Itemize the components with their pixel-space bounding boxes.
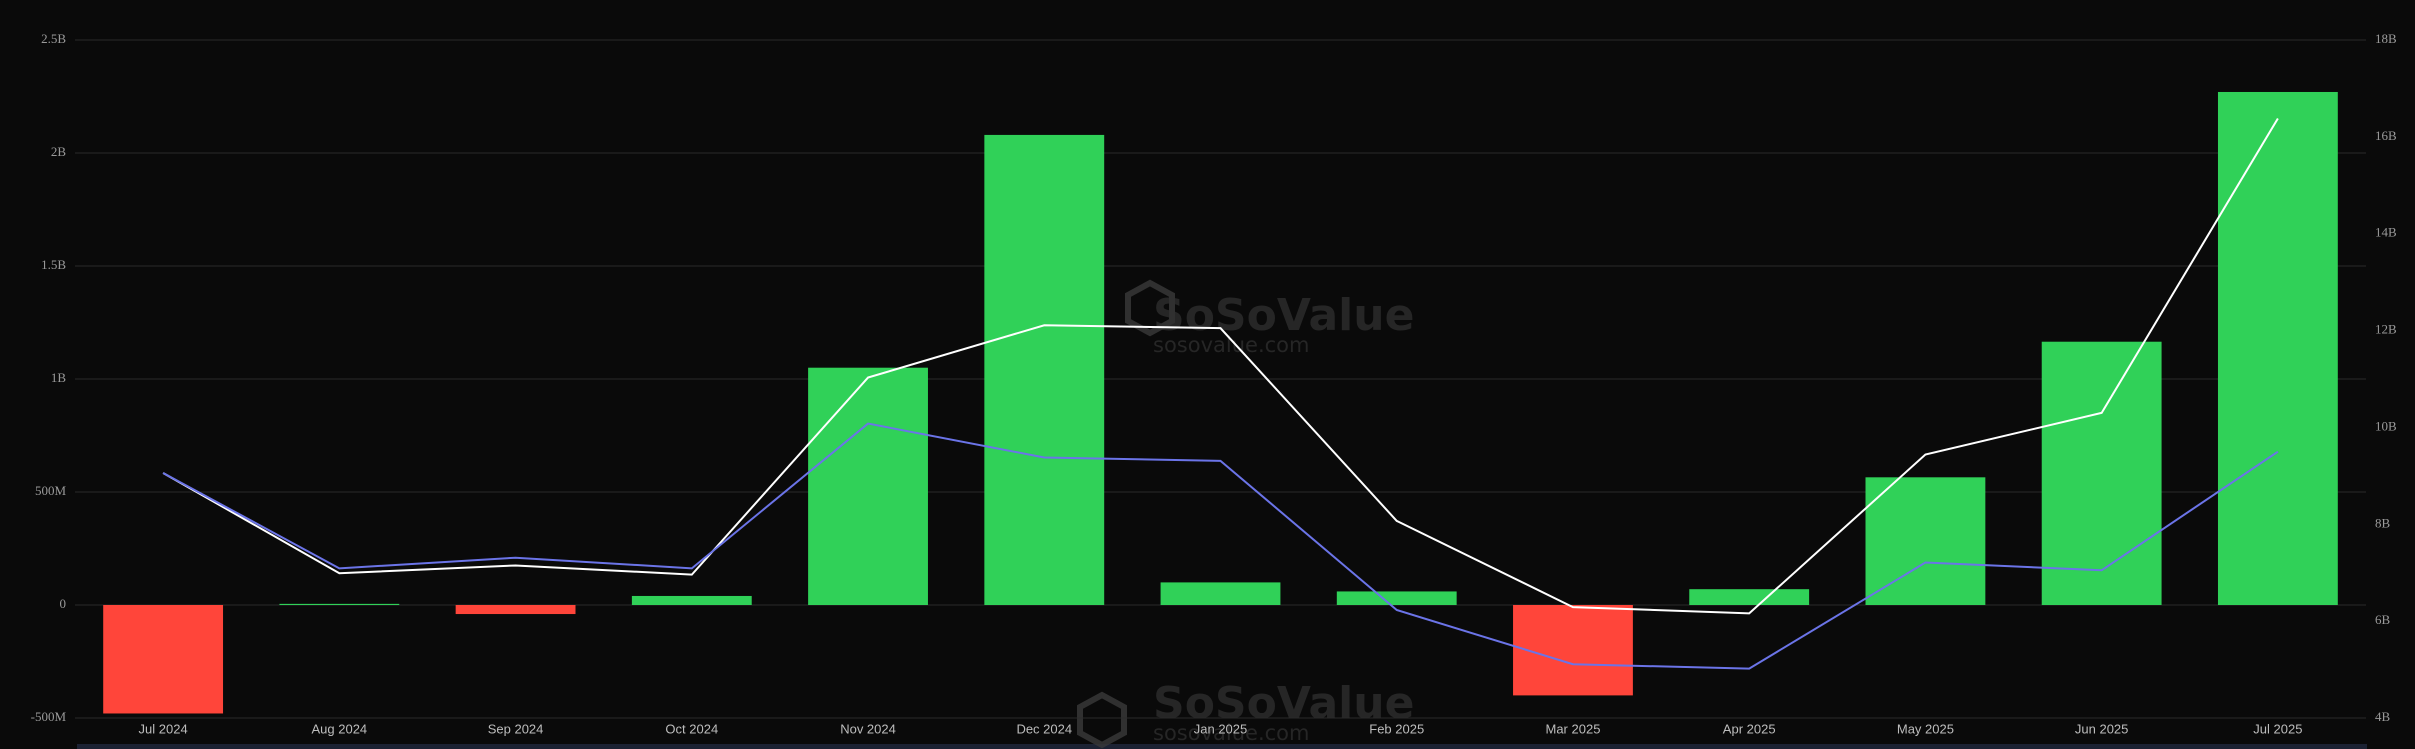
y-tick-label: 1B (51, 370, 67, 385)
x-tick-label: Jul 2025 (2253, 721, 2302, 736)
y-tick-label: 2B (51, 144, 67, 159)
watermark-bottom: SoSoValue sosovalue.com (1077, 678, 1414, 749)
y2-tick-label: 18B (2375, 31, 2397, 46)
y2-tick-label: 12B (2375, 322, 2397, 337)
watermark-top: SoSoValue sosovalue.com (1125, 279, 1414, 357)
watermark-site: sosovalue.com (1153, 333, 1309, 357)
bar (2041, 341, 2162, 605)
bar (808, 367, 928, 605)
y2-tick-label: 6B (2375, 612, 2391, 627)
y-tick-label: 1.5B (41, 257, 66, 272)
x-tick-label: May 2025 (1897, 721, 1954, 736)
y2-tick-label: 8B (2375, 515, 2391, 530)
x-tick-label: Dec 2024 (1016, 721, 1072, 736)
x-tick-label: Feb 2025 (1369, 721, 1424, 736)
watermark-brand: SoSoValue (1153, 290, 1414, 341)
bar (2217, 91, 2338, 606)
y2-tick-label: 4B (2375, 709, 2391, 724)
y-tick-label: -500M (31, 709, 67, 724)
x-tick-label: Aug 2024 (312, 721, 368, 736)
x-tick-label: Mar 2025 (1546, 721, 1601, 736)
line (162, 422, 2279, 670)
y-tick-label: 0 (60, 596, 67, 611)
bar (455, 605, 576, 615)
y2-tick-label: 14B (2375, 225, 2397, 240)
bar (631, 595, 752, 605)
watermark-brand: SoSoValue (1153, 678, 1414, 729)
watermark-logo (1077, 691, 1127, 749)
bar (1865, 477, 1986, 605)
bar (1160, 582, 1281, 605)
x-tick-label: Apr 2025 (1723, 721, 1776, 736)
scrollbar (77, 744, 2367, 749)
y2-tick-label: 16B (2375, 128, 2397, 143)
x-tick-label: Oct 2024 (665, 721, 718, 736)
x-tick-label: Jun 2025 (2075, 721, 2129, 736)
bar (103, 605, 224, 714)
y2-tick-label: 10B (2375, 418, 2397, 433)
y-tick-label: 500M (35, 483, 67, 498)
x-tick-label: Jan 2025 (1194, 721, 1248, 736)
x-tick-label: Nov 2024 (840, 721, 896, 736)
y-tick-label: 2.5B (41, 31, 66, 46)
bar (279, 603, 400, 605)
watermark-site: sosovalue.com (1153, 721, 1309, 745)
bar (984, 134, 1105, 606)
watermark-logo (1125, 279, 1175, 337)
x-tick-label: Sep 2024 (488, 721, 544, 736)
bar (1513, 605, 1633, 696)
bar (1689, 589, 1810, 605)
x-tick-label: Jul 2024 (139, 721, 188, 736)
bar (1336, 591, 1457, 605)
line (162, 117, 2279, 615)
